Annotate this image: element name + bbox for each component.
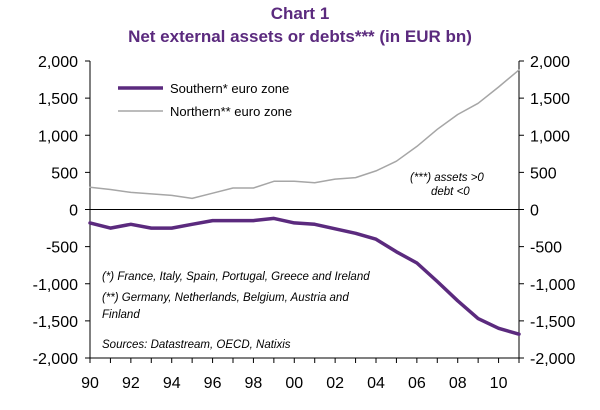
- series-group: [88, 69, 521, 336]
- y-tick-label-right: -500: [530, 240, 562, 257]
- y-tick-label-right: -1,500: [530, 314, 575, 331]
- chart-subtitle: Net external assets or debts*** (in EUR …: [128, 27, 472, 46]
- footnote-southern: (*) France, Italy, Spain, Portugal, Gree…: [102, 271, 370, 283]
- y-tick-label-right: 0: [530, 203, 539, 220]
- x-tick-label: 90: [81, 375, 99, 392]
- y-tick-label-left: -1,500: [33, 314, 78, 331]
- y-tick-label-left: 500: [51, 165, 78, 182]
- y-tick-label-left: -500: [46, 240, 78, 257]
- x-tick-label: 92: [122, 375, 140, 392]
- series-line-southern: [88, 216, 521, 336]
- y-tick-label-right: 1,500: [530, 91, 570, 108]
- y-tick-label-left: 2,000: [38, 54, 78, 71]
- annotation-assets: (***) assets >0: [410, 172, 484, 184]
- x-tick-label: 00: [285, 375, 303, 392]
- y-tick-label-right: -2,000: [530, 351, 575, 368]
- x-tick-label: 96: [204, 375, 222, 392]
- legend-label-southern: Southern* euro zone: [170, 81, 289, 96]
- legend-label-northern: Northern** euro zone: [170, 104, 292, 119]
- x-tick-label: 10: [490, 375, 508, 392]
- x-tick-label: 94: [163, 375, 181, 392]
- y-tick-label-right: 2,000: [530, 54, 570, 71]
- x-tick-label: 98: [245, 375, 263, 392]
- y-tick-label-right: 500: [530, 165, 557, 182]
- x-tick-label: 02: [326, 375, 344, 392]
- annotation-debt: debt <0: [431, 186, 470, 198]
- y-tick-label-right: 1,000: [530, 128, 570, 145]
- x-tick-label: 08: [449, 375, 467, 392]
- y-tick-label-left: -2,000: [33, 351, 78, 368]
- chart-title: Chart 1: [270, 4, 330, 23]
- series-line-northern: [89, 69, 520, 200]
- footnote-sources: Sources: Datastream, OECD, Natixis: [102, 339, 291, 351]
- y-tick-label-right: -1,000: [530, 277, 575, 294]
- y-tick-label-left: 1,500: [38, 91, 78, 108]
- x-tick-label: 06: [408, 375, 426, 392]
- footnote-northern: (**) Germany, Netherlands, Belgium, Aust…: [102, 292, 349, 304]
- y-tick-label-left: -1,000: [33, 277, 78, 294]
- footnote-northern-cont: Finland: [102, 309, 140, 321]
- y-tick-label-left: 1,000: [38, 128, 78, 145]
- y-tick-label-left: 0: [69, 203, 78, 220]
- x-tick-label: 04: [367, 375, 385, 392]
